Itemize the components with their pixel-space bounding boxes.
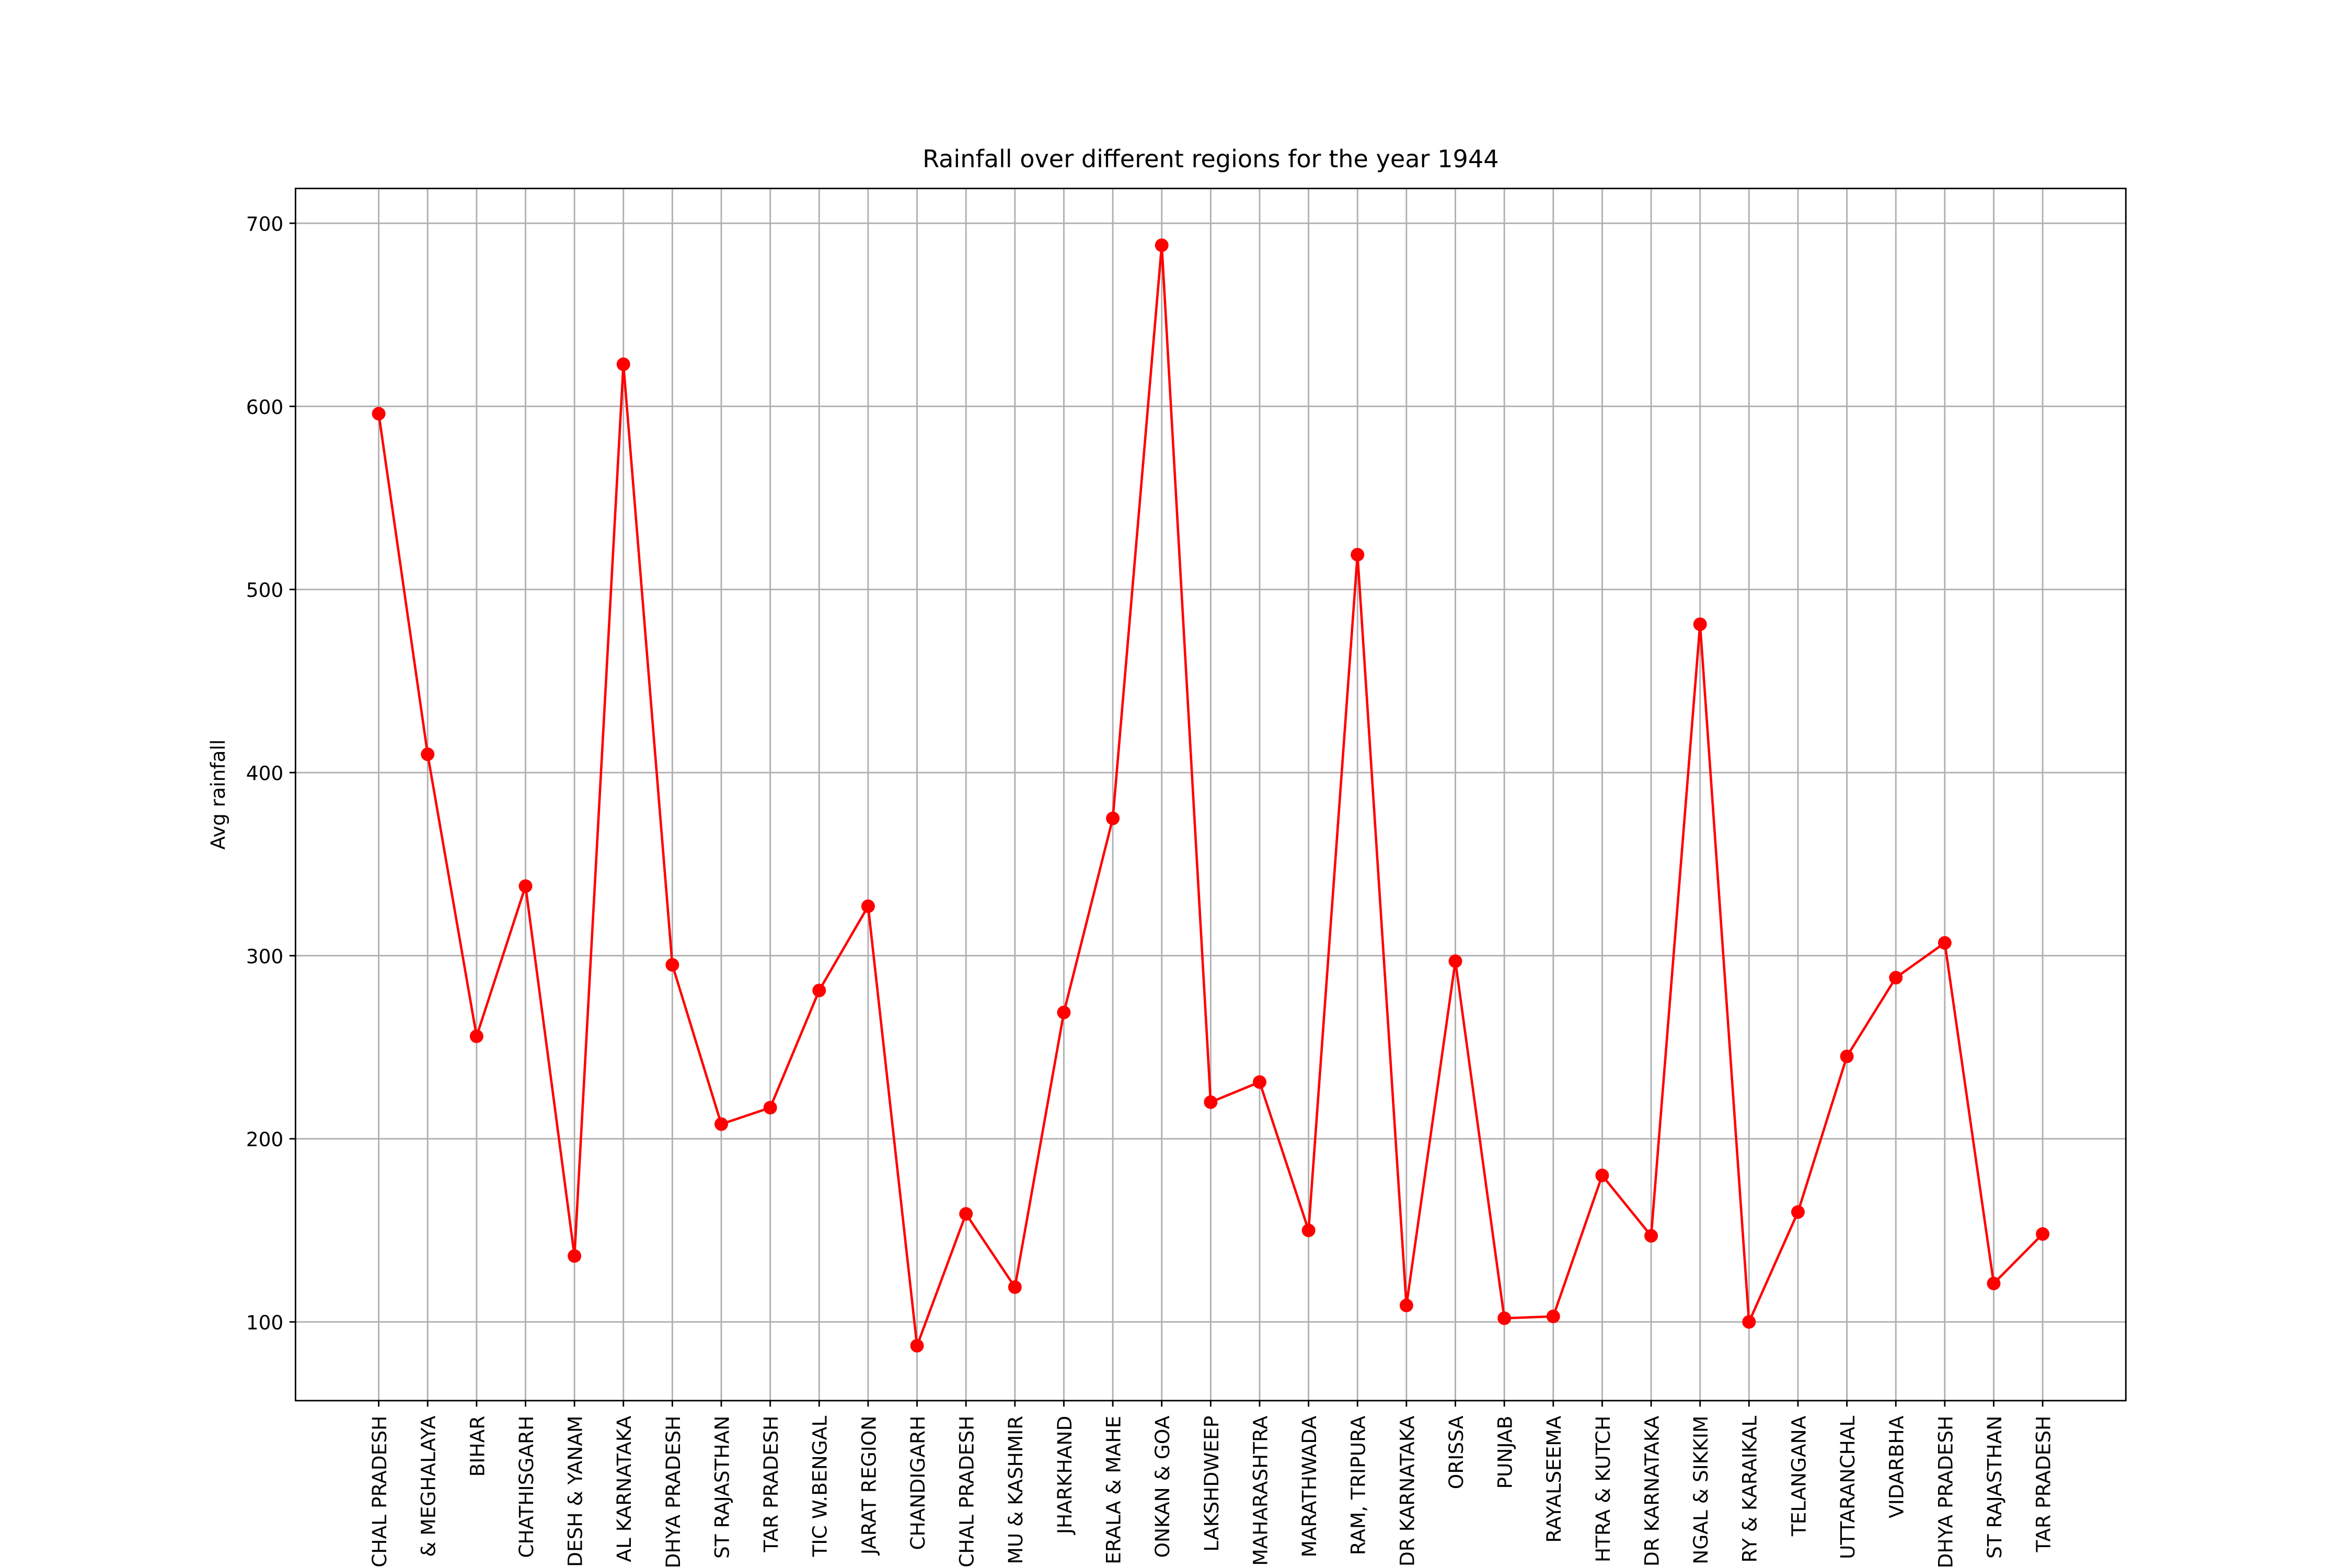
x-tick-label: UTTARANCHAL	[1836, 1416, 1859, 1560]
data-point	[1742, 1315, 1756, 1329]
data-point	[1938, 936, 1952, 950]
x-tick-label: TELANGANA	[1787, 1415, 1810, 1537]
x-tick-label: DR KARNATAKA	[1640, 1415, 1663, 1566]
x-tick-label: DR KARNATAKA	[1396, 1415, 1419, 1566]
x-tick-label: ST RAJASTHAN	[710, 1416, 733, 1559]
data-point	[1351, 548, 1365, 562]
data-point	[1791, 1205, 1805, 1219]
data-point	[1252, 1075, 1266, 1089]
x-tick-label: CHANDIGARH	[906, 1416, 929, 1550]
x-tick-label: MAHARASHTRA	[1249, 1415, 1272, 1565]
y-tick-label: 700	[246, 213, 284, 236]
x-tick-label: CHAL PRADESH	[368, 1416, 391, 1567]
data-point	[763, 1101, 777, 1115]
x-tick-label: PUNJAB	[1494, 1416, 1517, 1489]
data-point	[1889, 971, 1903, 985]
data-point	[1693, 617, 1707, 631]
x-tick-label: RAYALSEEMA	[1542, 1415, 1565, 1542]
y-tick-label: 400	[246, 762, 284, 785]
x-tick-label: RY & KARAIKAL	[1738, 1416, 1761, 1563]
data-point	[2036, 1227, 2050, 1241]
x-tick-label: DHYA PRADESH	[662, 1416, 685, 1568]
data-point	[1399, 1298, 1413, 1312]
data-point	[1497, 1311, 1512, 1325]
chart-title: Rainfall over different regions for the …	[923, 145, 1499, 173]
plot-frame	[294, 188, 2127, 1402]
data-point	[1840, 1050, 1854, 1064]
x-tick-label: HTRA & KUTCH	[1592, 1416, 1615, 1563]
x-tick-label: ST RAJASTHAN	[1983, 1416, 2006, 1559]
x-tick-label: NGAL & SIKKIM	[1689, 1416, 1712, 1564]
x-tick-label: & MEGHALAYA	[417, 1415, 440, 1557]
data-point	[1204, 1095, 1218, 1109]
data-point	[812, 984, 826, 998]
x-tick-label: BIHAR	[466, 1416, 489, 1477]
data-point	[421, 747, 435, 762]
x-tick-label: ORISSA	[1445, 1415, 1468, 1489]
y-tick-label: 200	[246, 1128, 284, 1151]
data-point	[1008, 1280, 1022, 1294]
x-tick-label: TIC W.BENGAL	[809, 1416, 832, 1558]
x-tick-label: ONKAN & GOA	[1151, 1415, 1174, 1558]
x-tick-label: ERALA & MAHE	[1102, 1416, 1125, 1564]
data-point	[1155, 238, 1169, 252]
x-tick-label: DESH & YANAM	[564, 1416, 587, 1567]
data-point	[568, 1249, 582, 1263]
data-point	[372, 407, 386, 421]
y-tick-label: 500	[246, 579, 284, 602]
data-point	[1057, 1006, 1071, 1020]
data-point	[1301, 1224, 1316, 1237]
x-tick-label: LAKSHDWEEP	[1200, 1416, 1223, 1552]
data-point	[518, 879, 533, 893]
y-tick-label: 300	[246, 945, 284, 968]
data-point	[1546, 1309, 1560, 1323]
data-point	[1448, 954, 1462, 968]
x-tick-label: RAM, TRIPURA	[1347, 1415, 1370, 1555]
data-point	[665, 958, 679, 972]
x-tick-label: JARAT REGION	[857, 1416, 880, 1556]
x-tick-label: MARATHWADA	[1298, 1415, 1321, 1557]
data-point	[714, 1117, 728, 1131]
x-tick-label: CHAL PRADESH	[955, 1416, 978, 1567]
data-point	[910, 1339, 924, 1353]
x-tick-label: CHATHISGARH	[515, 1416, 538, 1558]
data-point	[959, 1207, 973, 1221]
x-tick-label: TAR PRADESH	[2032, 1416, 2055, 1553]
data-point	[861, 899, 875, 913]
y-tick-label: 100	[246, 1311, 284, 1334]
x-tick-label: MU & KASHMIR	[1004, 1416, 1027, 1564]
x-tick-label: AL KARNATAKA	[613, 1415, 636, 1562]
y-axis-label: Avg rainfall	[206, 740, 229, 850]
data-point	[469, 1029, 483, 1043]
x-tick-label: VIDARBHA	[1885, 1415, 1908, 1518]
x-tick-label: TAR PRADESH	[759, 1416, 782, 1553]
data-point	[1595, 1168, 1609, 1182]
data-point	[1106, 811, 1120, 825]
data-point	[616, 357, 630, 371]
data-point	[1987, 1276, 2001, 1290]
y-tick-label: 600	[246, 396, 284, 419]
x-tick-label: JHARKHAND	[1053, 1416, 1076, 1535]
x-tick-label: DHYA PRADESH	[1934, 1416, 1957, 1568]
data-point	[1644, 1229, 1658, 1243]
